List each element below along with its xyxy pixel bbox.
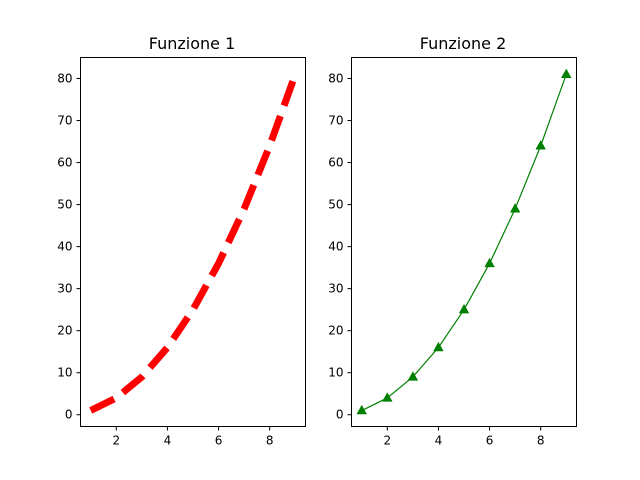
subplot-funzione-2: Funzione 2 2 4 6 8 0 10 20 30 40 50 60 70 80 [328,34,577,448]
data-point-marker [509,203,521,213]
data-point-marker [484,257,495,268]
plot-frame [80,57,306,427]
data-point-marker [561,68,572,79]
y-tick-label: 40 [57,240,72,254]
y-tick-label: 0 [336,408,344,422]
y-tick-label: 0 [65,408,73,422]
y-tick-label: 50 [57,198,72,212]
data-point-marker [433,341,444,352]
x-tick-label: 4 [164,434,172,448]
y-tick-label: 20 [328,324,343,338]
data-point-marker [458,304,470,314]
data-point-marker [407,371,419,381]
y-tick-label: 40 [328,240,343,254]
y-tick-label: 20 [57,324,72,338]
y-tick-label: 60 [57,156,72,170]
x-tick-label: 6 [486,434,494,448]
x-tick-label: 8 [266,434,274,448]
y-axis: 0 10 20 30 40 50 60 70 80 [328,72,352,422]
x-tick-label: 2 [112,434,120,448]
series-line [89,73,299,414]
y-tick-label: 80 [328,72,343,86]
y-tick-label: 30 [57,282,72,296]
x-tick-label: 6 [215,434,223,448]
y-tick-label: 70 [328,114,343,128]
plot-frame [351,57,577,427]
y-tick-label: 50 [328,198,343,212]
y-tick-label: 30 [328,282,343,296]
marker-group [356,68,572,415]
x-tick-label: 4 [435,434,443,448]
y-axis: 0 10 20 30 40 50 60 70 80 [57,72,81,422]
x-tick-label: 2 [383,434,391,448]
series-group [89,73,299,414]
y-tick-label: 70 [57,114,72,128]
x-tick-label: 8 [537,434,545,448]
y-tick-label: 10 [328,366,343,380]
x-axis: 2 4 6 8 [383,426,545,448]
data-point-marker [382,392,393,402]
chart-title: Funzione 2 [420,34,507,53]
data-point-marker [535,140,546,150]
data-point-marker [356,404,367,415]
y-tick-label: 60 [328,156,343,170]
subplot-funzione-1: Funzione 1 2 4 6 8 0 10 20 30 40 50 60 70 80 [57,34,306,448]
x-axis: 2 4 6 8 [112,426,274,448]
y-tick-label: 10 [57,366,72,380]
y-tick-label: 80 [57,72,72,86]
chart-title: Funzione 1 [149,34,236,53]
